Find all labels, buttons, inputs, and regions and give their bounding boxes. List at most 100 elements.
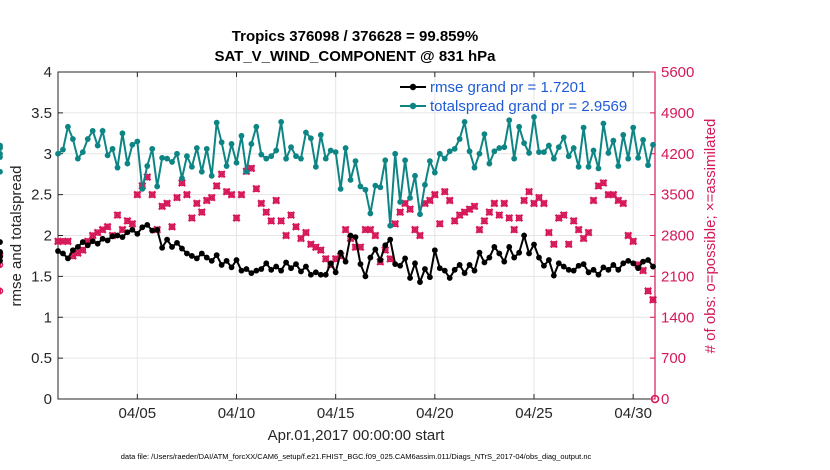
rmse-point: [208, 257, 215, 264]
obs-possible-marker: [233, 214, 240, 222]
obs-possible-marker: [416, 232, 424, 239]
obs-possible-marker: [168, 223, 176, 231]
rmse-point: [417, 279, 423, 285]
chart-subtitle: SAT_V_WIND_COMPONENT @ 831 hPa: [214, 48, 496, 65]
spread-point: [610, 137, 617, 144]
rmse-point: [74, 244, 81, 250]
spread-point: [407, 194, 413, 201]
obs-possible-marker: [386, 255, 394, 263]
obs-possible-marker: [0, 261, 4, 268]
rmse-point: [228, 264, 235, 271]
rmse-point: [283, 259, 289, 266]
obs-possible-marker: [456, 211, 463, 219]
rmse-point: [268, 266, 275, 273]
obs-possible-marker: [545, 229, 553, 236]
spread-point: [203, 145, 210, 152]
rmse-point: [531, 241, 537, 248]
rmse-point: [79, 239, 86, 245]
spread-point: [218, 139, 225, 146]
rmse-point: [402, 255, 408, 262]
rmse-point: [154, 226, 161, 233]
obs-possible-marker: [570, 217, 577, 225]
rmse-point: [55, 248, 61, 254]
spread-point: [615, 163, 622, 169]
spread-point: [570, 145, 577, 151]
rmse-point: [193, 255, 200, 262]
y-tick-label: 4: [44, 64, 52, 81]
spread-point: [114, 164, 121, 171]
spread-point: [134, 138, 141, 145]
spread-point: [327, 147, 334, 154]
obs-possible-marker: [555, 214, 563, 222]
y-tick-label: 0.5: [31, 350, 52, 367]
rmse-point: [486, 254, 493, 261]
spread-point: [0, 168, 3, 175]
obs-possible-marker: [585, 229, 592, 236]
obs-possible-marker: [248, 165, 255, 172]
obs-possible-marker: [436, 220, 444, 228]
obs-possible-marker: [530, 200, 538, 207]
spread-point: [213, 119, 220, 126]
obs-possible-marker: [114, 211, 121, 219]
obs-possible-marker: [391, 220, 399, 228]
tick-layer: 04/05 04/10 04/15 04/20 04/25 04/30 0 0.5 1 1.5 2 2…: [31, 64, 694, 422]
rmse-point: [451, 266, 458, 273]
legend-rmse-marker: [409, 83, 417, 91]
chart-title: Tropics 376098 / 376628 = 99.859%: [232, 28, 478, 45]
spread-point: [560, 134, 567, 141]
obs-possible-marker: [411, 226, 419, 233]
data-file-footnote: data file: /Users/raeder/DAI/ATM_forcXX/…: [121, 452, 592, 461]
obs-possible-marker: [476, 226, 483, 233]
spread-point: [496, 145, 503, 151]
spread-point: [124, 160, 131, 167]
rmse-point: [620, 260, 627, 267]
rmse-point: [347, 232, 354, 239]
rmse-point: [570, 267, 577, 274]
rmse-point: [431, 247, 438, 254]
spread-point: [446, 148, 453, 155]
rmse-point: [407, 275, 413, 281]
obs-possible-marker: [173, 194, 181, 201]
obs-possible-marker: [64, 238, 72, 245]
rmse-point: [436, 265, 443, 272]
spread-point: [521, 140, 527, 147]
rmse-point: [521, 232, 527, 239]
obs-possible-marker: [129, 220, 136, 228]
rmse-point: [278, 267, 285, 274]
spread-point: [506, 117, 513, 124]
spread-point: [307, 135, 314, 142]
spread-point: [441, 155, 448, 162]
obs-possible-marker: [272, 197, 280, 204]
obs-possible-marker: [406, 205, 414, 213]
x-tick-label: 04/20: [416, 405, 454, 422]
spread-point: [456, 136, 463, 142]
obs-possible-marker: [287, 211, 295, 219]
spread-point: [253, 123, 260, 130]
y2-tick-label: 0: [661, 391, 669, 408]
spread-point: [466, 148, 473, 155]
rmse-point: [412, 260, 418, 267]
x-axis-label: Apr.01,2017 00:00:00 start: [268, 427, 446, 444]
obs-possible-marker: [372, 232, 379, 239]
obs-possible-marker: [466, 205, 473, 213]
rmse-point: [481, 259, 488, 266]
spread-point: [342, 145, 349, 151]
spread-point: [486, 160, 493, 167]
obs-possible-marker: [515, 214, 523, 222]
rmse-point: [541, 262, 547, 269]
spread-point: [367, 210, 374, 217]
spread-point: [337, 186, 344, 192]
spread-point: [417, 211, 423, 218]
spread-point: [526, 150, 532, 156]
rmse-point: [610, 262, 617, 268]
rmse-point: [149, 227, 156, 234]
spread-point: [550, 155, 557, 162]
rmse-point: [446, 275, 453, 281]
spread-point: [273, 147, 280, 154]
spread-point: [293, 153, 299, 160]
rmse-point: [640, 258, 646, 265]
obs-possible-marker: [600, 179, 607, 187]
obs-possible-marker: [550, 240, 558, 248]
rmse-point: [114, 232, 121, 239]
rmse-point: [60, 250, 66, 257]
